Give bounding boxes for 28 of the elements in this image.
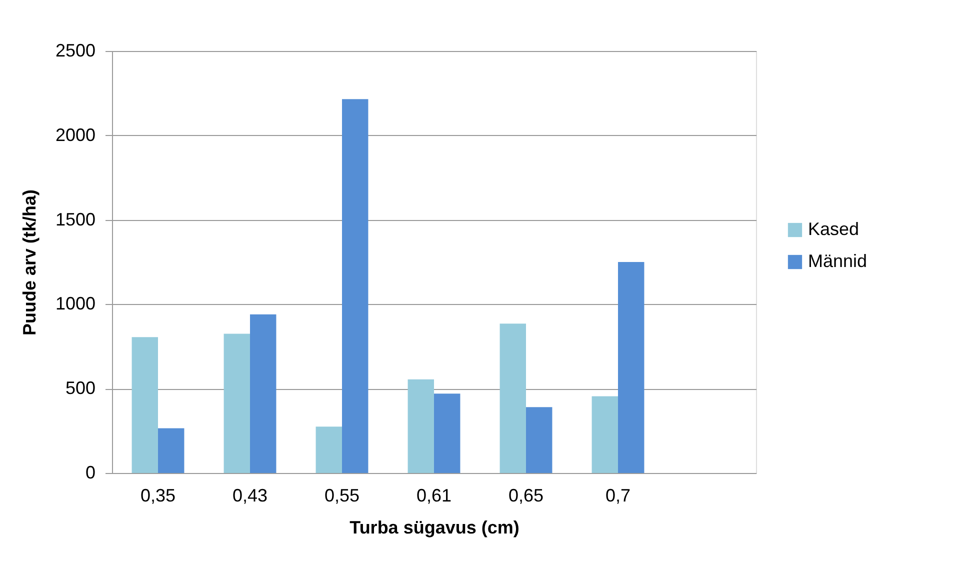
legend-label: Männid — [808, 251, 868, 271]
bar — [342, 99, 368, 473]
x-tick-label: 0,43 — [232, 486, 268, 506]
bar — [316, 426, 342, 473]
y-tick-label: 1500 — [55, 209, 96, 230]
x-tick-label: 0,55 — [324, 486, 360, 506]
y-tick-label: 1000 — [55, 294, 96, 314]
bar — [500, 324, 526, 473]
bar — [250, 314, 276, 473]
x-tick-label: 0,35 — [140, 486, 176, 506]
bar — [526, 407, 552, 473]
y-tick-label: 0 — [85, 462, 96, 482]
bar — [408, 379, 434, 473]
y-tick-label: 500 — [65, 378, 96, 398]
x-axis-title: Turba sügavus (cm) — [350, 518, 520, 538]
y-tick-label: 2500 — [55, 40, 96, 60]
y-axis-title: Puude arv (tk/ha) — [19, 189, 40, 336]
legend-label: Kased — [808, 219, 860, 239]
bar — [592, 396, 618, 473]
bar — [618, 262, 644, 473]
x-tick-label: 0,7 — [605, 486, 631, 506]
x-tick-label: 0,61 — [416, 486, 452, 506]
bar — [132, 337, 158, 473]
bar — [158, 428, 184, 473]
bar — [224, 334, 250, 473]
bar — [434, 394, 460, 473]
x-tick-label: 0,65 — [508, 486, 544, 506]
y-tick-label: 2000 — [55, 124, 96, 145]
